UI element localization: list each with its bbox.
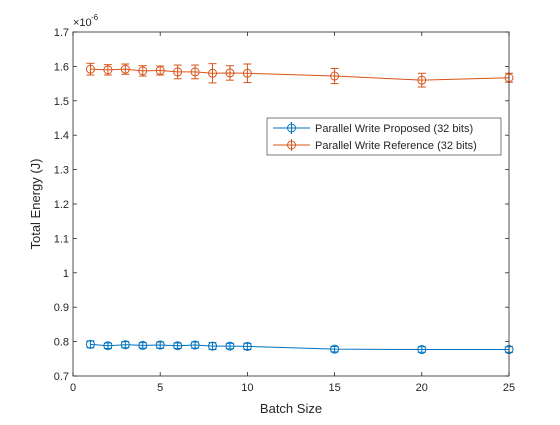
data-point-reference: [138, 65, 148, 77]
data-point-reference: [103, 64, 113, 76]
x-axis-label: Batch Size: [260, 401, 322, 416]
marker: [417, 345, 427, 355]
y-tick-label: 0.9: [54, 302, 69, 314]
x-tick-label: 10: [241, 382, 253, 394]
data-point-proposed: [85, 339, 95, 349]
y-tick-label: 1.4: [54, 130, 69, 142]
x-tick-label: 25: [503, 382, 515, 394]
data-point-proposed: [225, 341, 235, 351]
marker: [120, 64, 130, 74]
marker: [190, 67, 200, 77]
data-point-reference: [242, 63, 252, 84]
marker: [173, 67, 183, 77]
data-point-reference: [85, 62, 95, 76]
y-tick-label: 1.7: [54, 27, 69, 39]
marker: [242, 68, 252, 78]
marker: [208, 341, 218, 351]
y-tick-label: 1.3: [54, 165, 69, 177]
data-point-proposed: [208, 341, 218, 351]
y-axis-label: Total Energy (J): [28, 158, 43, 249]
data-point-reference: [208, 63, 218, 84]
data-point-reference: [120, 63, 130, 75]
marker: [225, 68, 235, 78]
marker: [173, 341, 183, 351]
legend-label-proposed: Parallel Write Proposed (32 bits): [315, 123, 473, 135]
marker: [85, 339, 95, 349]
x-tick-label: 15: [328, 382, 340, 394]
marker: [225, 341, 235, 351]
y-tick-label: 1.6: [54, 61, 69, 73]
marker: [103, 65, 113, 75]
data-point-proposed: [242, 341, 252, 351]
legend-label-reference: Parallel Write Reference (32 bits): [315, 140, 477, 152]
y-tick-label: 1: [63, 268, 69, 280]
marker: [208, 68, 218, 78]
x-tick-label: 20: [416, 382, 428, 394]
data-point-proposed: [103, 341, 113, 351]
data-point-proposed: [190, 340, 200, 350]
marker: [120, 340, 130, 350]
y-tick-label: 1.2: [54, 199, 69, 211]
legend: Parallel Write Proposed (32 bits) Parall…: [266, 117, 502, 156]
data-point-proposed: [120, 340, 130, 350]
marker: [85, 64, 95, 74]
legend-box: [266, 117, 502, 156]
data-point-proposed: [138, 340, 148, 350]
y-tick-label: 0.7: [54, 371, 69, 383]
y-tick-label: 0.8: [54, 337, 69, 349]
marker: [417, 75, 427, 85]
x-tick-label: 5: [157, 382, 163, 394]
data-point-reference: [417, 72, 427, 88]
marker: [103, 341, 113, 351]
marker: [190, 340, 200, 350]
data-point-reference: [190, 64, 200, 80]
marker: [330, 344, 340, 354]
data-point-reference: [225, 65, 235, 81]
marker: [242, 341, 252, 351]
y-scale-prefix: ×10: [73, 17, 92, 29]
data-point-proposed: [330, 344, 340, 354]
marker: [155, 66, 165, 76]
data-point-proposed: [173, 341, 183, 351]
data-point-reference: [155, 65, 165, 76]
x-tick-label: 0: [70, 382, 76, 394]
y-tick-label: 1.5: [54, 96, 69, 108]
data-point-proposed: [155, 340, 165, 350]
y-scale-exponent: -6: [91, 13, 99, 22]
marker: [155, 340, 165, 350]
marker: [138, 340, 148, 350]
data-point-reference: [173, 64, 183, 80]
data-point-reference: [330, 67, 340, 85]
marker: [138, 66, 148, 76]
data-point-proposed: [417, 345, 427, 355]
plot-area: [73, 32, 509, 376]
y-tick-label: 1.1: [54, 233, 69, 245]
marker: [330, 71, 340, 81]
